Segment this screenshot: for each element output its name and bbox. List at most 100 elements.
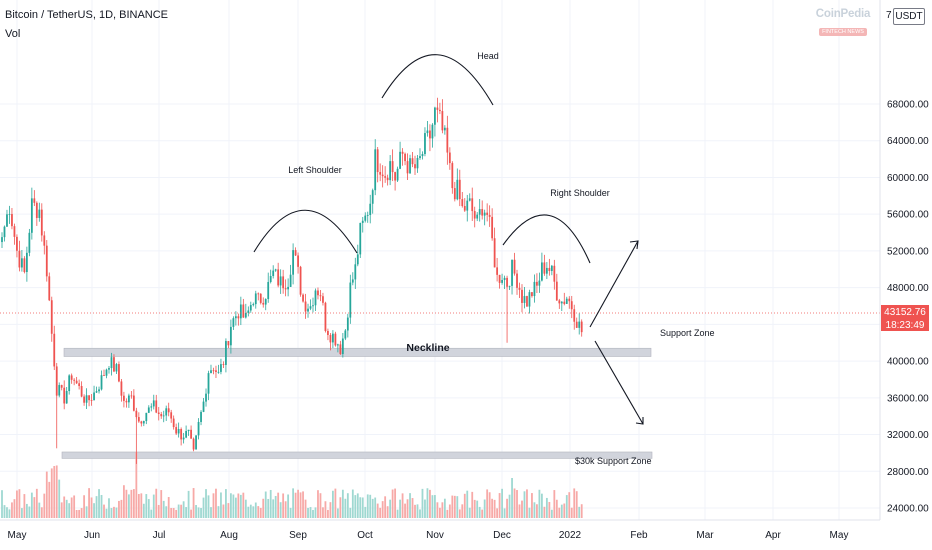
candle xyxy=(215,365,217,379)
candle-body xyxy=(434,107,436,125)
candle xyxy=(40,203,43,242)
candle xyxy=(486,203,489,222)
candle-body xyxy=(441,111,444,131)
volume-bar xyxy=(73,495,76,518)
currency-button[interactable]: USDT xyxy=(893,8,925,25)
volume-bar xyxy=(354,495,357,518)
volume-bar xyxy=(200,507,202,518)
candle xyxy=(498,274,501,289)
candle xyxy=(327,328,329,341)
support-zone-band xyxy=(61,451,653,459)
candle-body xyxy=(523,296,526,303)
candle-body xyxy=(60,385,63,388)
volume-bar xyxy=(287,494,290,518)
candle xyxy=(379,163,382,182)
candle xyxy=(73,378,76,386)
volume-bar xyxy=(197,507,200,518)
candle-body xyxy=(526,296,528,307)
candle xyxy=(190,425,192,439)
neckline-label: Neckline xyxy=(406,342,449,354)
candle xyxy=(55,362,58,397)
watermark-tagline: FINTECH NEWS xyxy=(819,28,867,36)
candle xyxy=(25,246,28,282)
volume-bar xyxy=(90,497,93,518)
volume-bar xyxy=(336,508,339,518)
candle xyxy=(533,274,536,303)
candle-body xyxy=(289,274,292,287)
candle xyxy=(3,225,6,242)
volume-bar xyxy=(284,501,287,518)
candle-body xyxy=(110,357,113,369)
candle-body xyxy=(506,277,508,287)
candle xyxy=(18,240,21,272)
last-price-value: 43152.76 xyxy=(884,307,926,318)
candle xyxy=(399,141,401,170)
candle xyxy=(83,394,86,406)
volume-bar xyxy=(172,508,175,518)
candle xyxy=(531,292,533,298)
candle-body xyxy=(249,305,252,311)
volume-bar xyxy=(160,490,163,518)
candle-body xyxy=(453,188,456,200)
volume-bar xyxy=(528,507,531,518)
candle xyxy=(376,146,379,183)
candle xyxy=(458,169,461,207)
candle xyxy=(476,212,479,222)
volume-bar xyxy=(88,488,90,518)
candle-body xyxy=(282,276,285,289)
time-tick-label: Sep xyxy=(289,530,307,541)
candle xyxy=(394,171,397,191)
price-axis-top-fragment: 7 xyxy=(886,10,892,21)
candle-body xyxy=(473,211,476,219)
candle xyxy=(80,381,83,398)
volume-bar xyxy=(215,488,217,518)
candle-body xyxy=(242,304,245,318)
volume-bar xyxy=(225,489,227,518)
candle xyxy=(438,102,441,115)
candle-body xyxy=(75,380,78,384)
volume-bar xyxy=(361,497,364,518)
candle xyxy=(292,243,294,285)
candle xyxy=(309,299,312,311)
candle xyxy=(538,272,541,293)
candle xyxy=(8,205,11,224)
volume-bar xyxy=(78,509,81,518)
candle xyxy=(277,262,280,288)
candle-body xyxy=(346,317,349,331)
candle xyxy=(167,402,170,417)
volume-bar xyxy=(553,490,556,518)
volume-bar xyxy=(140,493,143,518)
candle-body xyxy=(389,161,392,181)
candle-body xyxy=(451,163,454,189)
volume-bar xyxy=(205,489,207,518)
candle xyxy=(324,301,327,333)
candle-body xyxy=(137,417,140,422)
volume-bar xyxy=(438,507,441,518)
candle-body xyxy=(6,214,8,227)
volume-bar xyxy=(456,496,459,518)
volume-bar xyxy=(132,489,135,518)
candle-body xyxy=(100,375,103,390)
time-tick-label: Jul xyxy=(153,530,166,541)
candle-body xyxy=(548,267,551,271)
volume-bar xyxy=(317,490,319,518)
price-tick-label: 40000.00 xyxy=(887,357,929,368)
candle xyxy=(227,341,230,348)
volume-bar xyxy=(501,488,503,518)
volume-bar xyxy=(123,485,125,518)
candle-body xyxy=(175,427,178,434)
candle xyxy=(446,115,449,165)
candle-body xyxy=(496,267,499,275)
candle xyxy=(289,264,292,287)
candle-body xyxy=(302,294,304,302)
candle-body xyxy=(478,209,481,215)
candle-body xyxy=(70,375,73,380)
candle xyxy=(217,364,220,374)
arrow-up-line xyxy=(589,240,639,328)
candle xyxy=(354,257,357,289)
candle xyxy=(45,240,48,282)
candle-body xyxy=(344,330,347,339)
volume-bar xyxy=(55,465,58,518)
candle-body xyxy=(570,301,573,310)
candle xyxy=(386,174,389,186)
